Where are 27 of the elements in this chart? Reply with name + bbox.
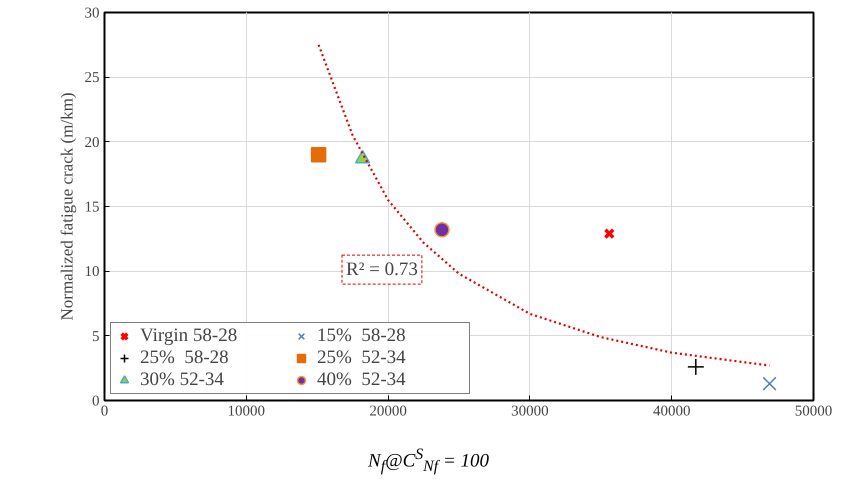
x-axis-title: N$_{f}$@C$^{S}$$_{Nf}$ = 100 bbox=[368, 445, 489, 478]
x-tick-label: 40000 bbox=[652, 404, 690, 420]
y-tick-label: 10 bbox=[84, 264, 100, 280]
point bbox=[687, 358, 705, 376]
annotation: R² = 0.73 bbox=[346, 259, 418, 280]
y-tick-label: 25 bbox=[84, 70, 100, 86]
legend-label: 40% 52-34 bbox=[317, 369, 407, 391]
legend-label: Virgin 58-28 bbox=[140, 325, 238, 347]
x-tick-label: 20000 bbox=[369, 404, 407, 420]
line-series bbox=[318, 44, 771, 367]
x-tick-label: 10000 bbox=[228, 404, 266, 420]
y-tick-label: 30 bbox=[84, 6, 100, 22]
legend-label: 25% 58-28 bbox=[140, 347, 230, 369]
y-axis-title: Normalized fatigue crack (m/km) bbox=[58, 92, 76, 320]
point bbox=[762, 376, 777, 391]
point bbox=[310, 147, 326, 163]
legend-label: 25% 52-34 bbox=[317, 347, 407, 369]
point bbox=[604, 228, 615, 240]
x-tick-label: 30000 bbox=[511, 404, 549, 420]
y-tick-label: 20 bbox=[84, 134, 100, 151]
x-tick-label: 50000 bbox=[794, 404, 832, 420]
legend-label: 15% 58-28 bbox=[317, 325, 407, 347]
legend-label: 30% 52-34 bbox=[140, 369, 225, 391]
y-tick-label: 0 bbox=[92, 394, 100, 410]
point bbox=[434, 222, 450, 238]
y-tick-label: 15 bbox=[84, 200, 100, 216]
y-tick-label: 5 bbox=[92, 328, 100, 345]
